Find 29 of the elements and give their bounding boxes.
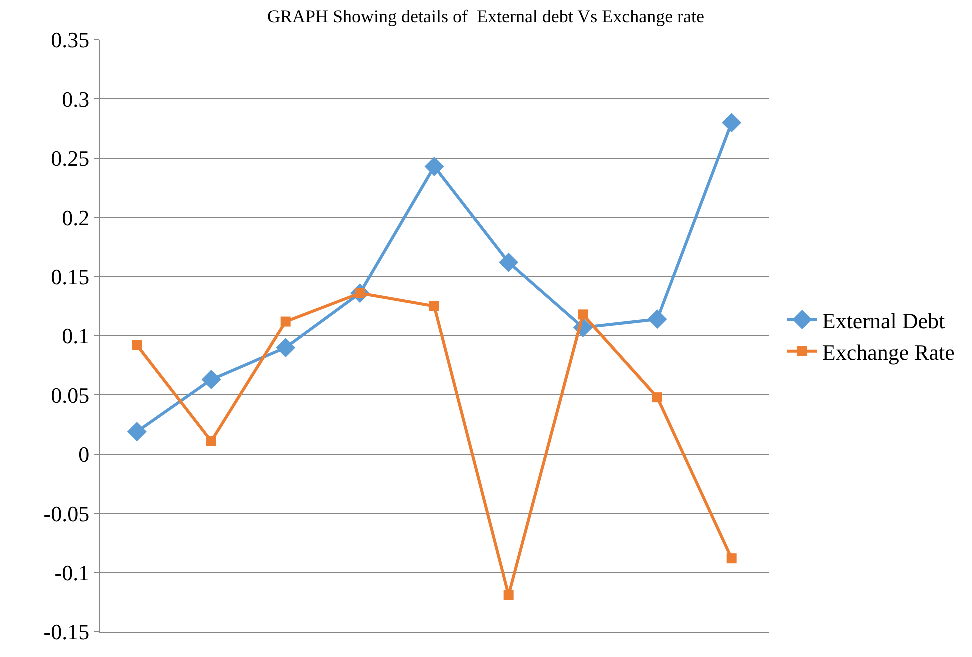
- point: [206, 436, 216, 446]
- y-tick-label: 0.35: [51, 28, 90, 53]
- y-tick-label: -0.1: [54, 560, 90, 586]
- point: [722, 113, 742, 133]
- point: [648, 310, 668, 330]
- point: [578, 310, 588, 320]
- point: [499, 252, 519, 272]
- y-tick-label: 0.1: [62, 324, 90, 349]
- y-tick-label: -0.05: [44, 501, 90, 526]
- point: [726, 554, 737, 564]
- point: [652, 392, 662, 403]
- point: [504, 590, 514, 600]
- y-tick-label: 0.3: [62, 86, 90, 112]
- y-tick-label: 0: [78, 442, 90, 468]
- point: [280, 316, 291, 327]
- point: [127, 422, 147, 442]
- y-tick-label: -0.15: [44, 620, 90, 645]
- y-tick-label: 0.2: [62, 205, 90, 230]
- y-tick-label: 0.05: [51, 382, 90, 408]
- point: [276, 338, 296, 358]
- point: [424, 156, 444, 176]
- legend-label: Exchange Rate: [822, 340, 955, 365]
- legend-label: External Debt: [822, 308, 946, 334]
- y-tick-label: 0.15: [51, 264, 90, 290]
- point: [132, 340, 142, 350]
- chart-title: GRAPH Showing details of External debt Vs Exchange rate: [267, 6, 705, 26]
- y-tick-label: 0.25: [51, 146, 90, 172]
- point: [202, 370, 222, 390]
- point: [430, 301, 440, 312]
